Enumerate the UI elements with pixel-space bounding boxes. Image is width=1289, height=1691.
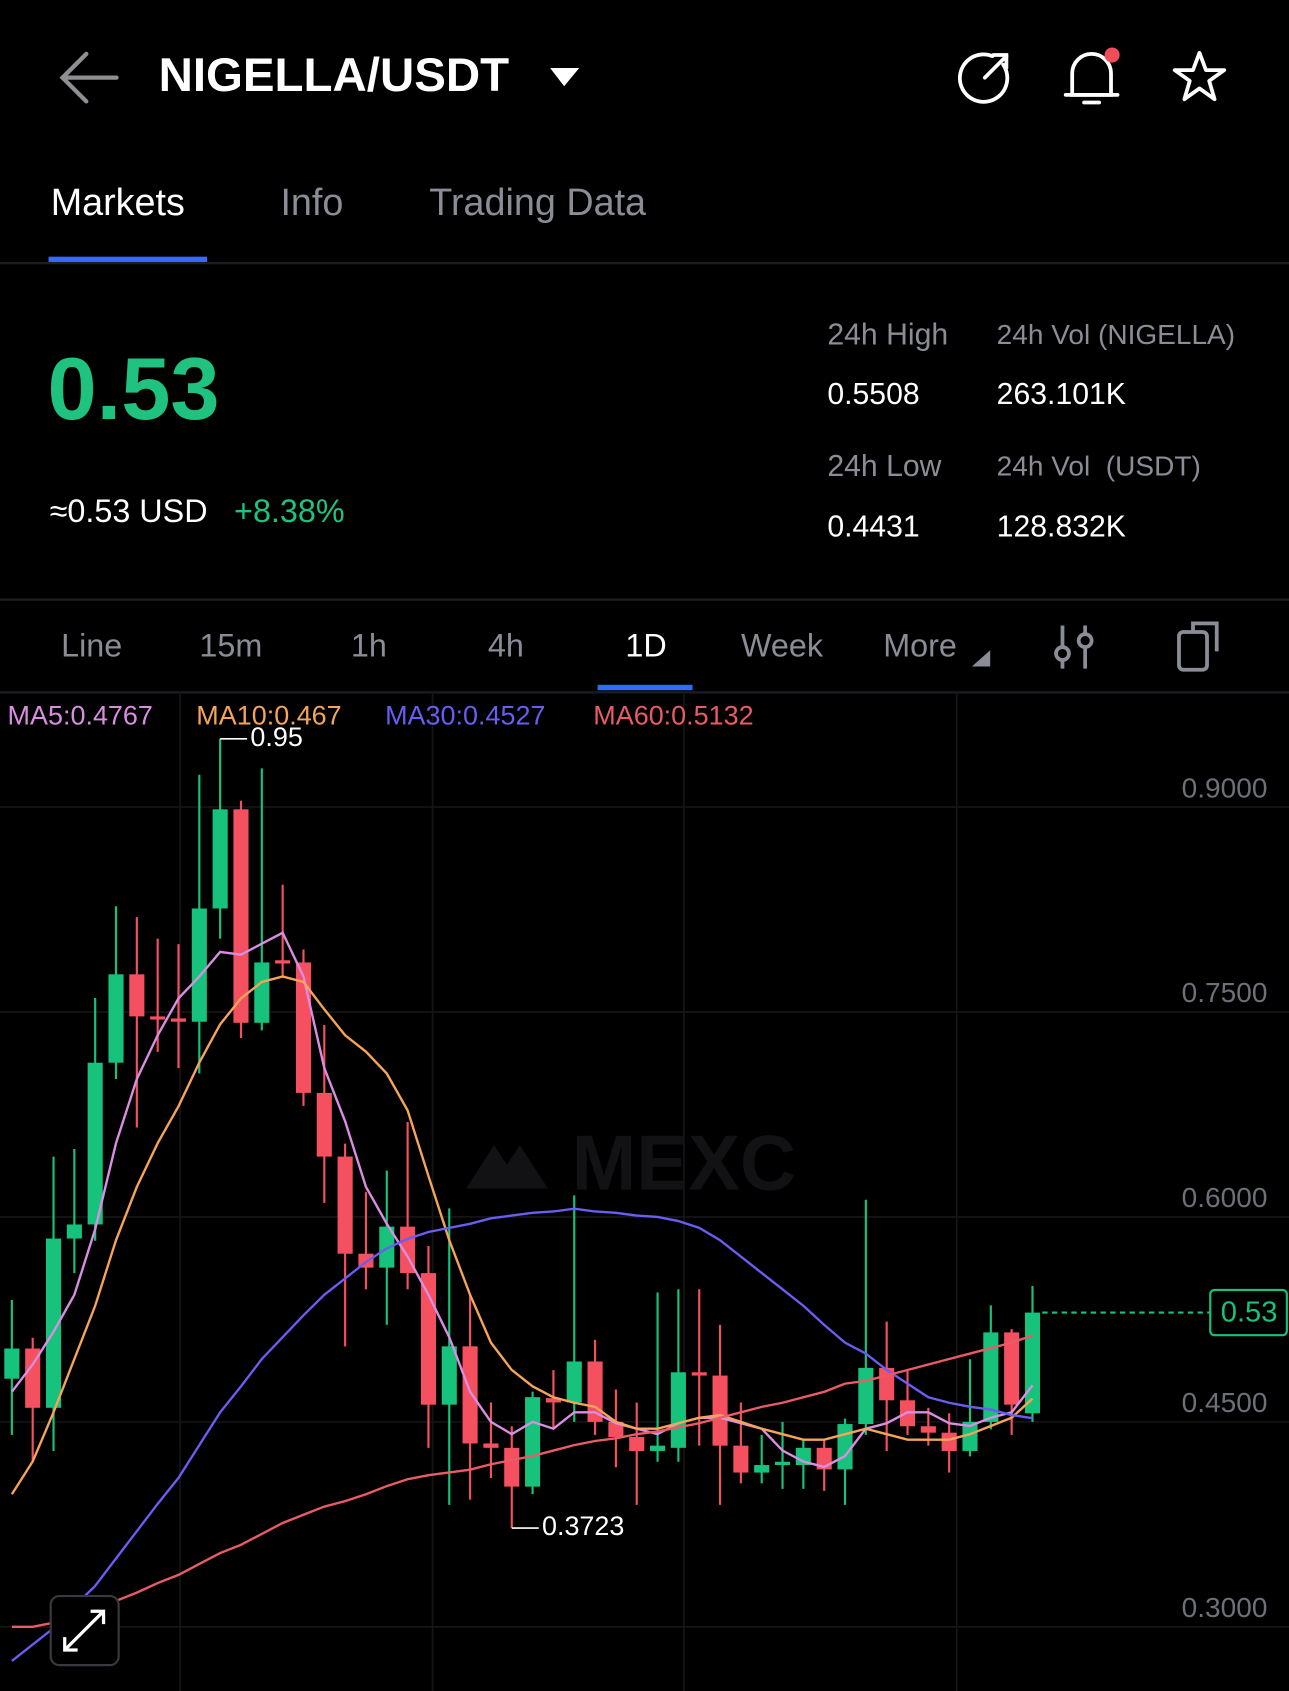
- legend-entry: MA10:0.467: [196, 700, 341, 730]
- stat-label: 24h Low: [827, 450, 941, 483]
- candle-body: [858, 1367, 874, 1425]
- tab[interactable]: Info: [280, 181, 343, 223]
- tab[interactable]: Markets: [51, 181, 185, 223]
- plot-area: [0, 738, 1289, 1662]
- candle-body: [420, 1273, 436, 1405]
- candle-body: [316, 1092, 332, 1157]
- candle-body: [670, 1372, 686, 1448]
- y-tick-label: 0.9000: [1182, 772, 1268, 803]
- tab[interactable]: Trading Data: [429, 181, 646, 223]
- legend-entry: MA30:0.4527: [385, 700, 545, 730]
- layout-icon[interactable]: [1177, 621, 1219, 672]
- candle-body: [941, 1432, 957, 1451]
- tab-indicator: [48, 256, 208, 263]
- candle-body: [504, 1447, 520, 1487]
- candle-body: [254, 962, 270, 1023]
- candle-body: [4, 1348, 20, 1379]
- indicator-settings-icon[interactable]: [1054, 625, 1094, 669]
- last-price-label: 0.53: [1221, 1296, 1278, 1328]
- y-tick-label: 0.6000: [1182, 1182, 1268, 1213]
- interval[interactable]: Line: [61, 628, 122, 664]
- candle-body: [712, 1375, 728, 1446]
- candle-body: [191, 908, 207, 1022]
- candle-body: [629, 1437, 645, 1451]
- candle-body: [66, 1224, 82, 1239]
- interval[interactable]: 4h: [488, 628, 524, 664]
- high-label: 0.95: [250, 722, 302, 752]
- last-price: 0.53: [47, 339, 219, 438]
- candle-body: [837, 1424, 853, 1470]
- stat-value: 0.4431: [827, 510, 919, 543]
- alert-icon[interactable]: [1063, 52, 1120, 105]
- interval-indicator: [597, 684, 693, 691]
- candle-body: [920, 1426, 936, 1433]
- watermark: MEXC: [465, 1121, 796, 1207]
- candle-body: [608, 1421, 624, 1438]
- candle-body: [774, 1461, 791, 1466]
- favorite-icon[interactable]: [1172, 50, 1227, 102]
- pair-dropdown[interactable]: [550, 67, 580, 87]
- back-button[interactable]: [59, 51, 119, 104]
- candle-body: [754, 1465, 770, 1473]
- candle-body: [441, 1346, 457, 1405]
- usd-price: ≈0.53 USD: [50, 493, 208, 529]
- watermark-text: MEXC: [572, 1121, 796, 1207]
- interval[interactable]: More: [883, 628, 957, 664]
- stat-label: 24h Vol (NIGELLA): [997, 319, 1235, 350]
- last-price-box: [1209, 1288, 1288, 1337]
- candle-body: [483, 1443, 499, 1448]
- stat-label: 24h High: [827, 318, 948, 351]
- interval[interactable]: 1D: [625, 628, 666, 664]
- candle-body: [691, 1372, 707, 1376]
- stat-value: 263.101K: [997, 378, 1126, 411]
- candle-body: [212, 809, 228, 909]
- interval[interactable]: 15m: [199, 628, 262, 664]
- ma-line: [10, 975, 1034, 1495]
- candle-body: [233, 809, 249, 1023]
- candle-body: [45, 1238, 62, 1408]
- candle-body: [650, 1445, 666, 1451]
- candle-body: [275, 960, 291, 964]
- alert-badge: [1104, 47, 1120, 63]
- stat-value: 128.832K: [997, 510, 1126, 543]
- stat-label: 24h Vol (USDT): [997, 450, 1201, 481]
- y-tick-label: 0.4500: [1182, 1387, 1268, 1418]
- expand-button[interactable]: [49, 1595, 120, 1667]
- candle-body: [733, 1445, 749, 1473]
- legend-entry: MA5:0.4767: [8, 700, 153, 730]
- candle-body: [545, 1398, 561, 1403]
- interval[interactable]: Week: [741, 628, 824, 664]
- candle-body: [525, 1397, 541, 1487]
- ma-line: [11, 1334, 1033, 1628]
- ma-line: [11, 1207, 1033, 1662]
- y-tick-label: 0.7500: [1182, 977, 1268, 1008]
- candle-body: [983, 1332, 999, 1422]
- candle-body: [566, 1361, 582, 1403]
- candle-body: [1004, 1332, 1020, 1405]
- candle-body: [25, 1348, 41, 1408]
- low-label: 0.3723: [542, 1511, 624, 1541]
- ma-line: [10, 931, 1034, 1469]
- candle-body: [1024, 1312, 1041, 1414]
- candle-body: [962, 1421, 978, 1451]
- candle-body: [129, 974, 145, 1017]
- candle-body: [108, 974, 124, 1063]
- share-icon[interactable]: [958, 52, 1010, 104]
- candle-body: [150, 1016, 166, 1020]
- candle-body: [337, 1156, 353, 1254]
- stat-value: 0.5508: [827, 378, 919, 411]
- interval[interactable]: 1h: [351, 628, 387, 664]
- y-tick-label: 0.3000: [1182, 1592, 1268, 1623]
- candle-body: [87, 1062, 103, 1225]
- candle-body: [462, 1346, 478, 1444]
- change-percent: +8.38%: [234, 493, 345, 529]
- legend-entry: MA60:0.5132: [593, 700, 753, 730]
- candle-body: [170, 1018, 187, 1022]
- pair-title[interactable]: NIGELLA/USDT: [159, 49, 510, 102]
- more-caret: [971, 650, 991, 667]
